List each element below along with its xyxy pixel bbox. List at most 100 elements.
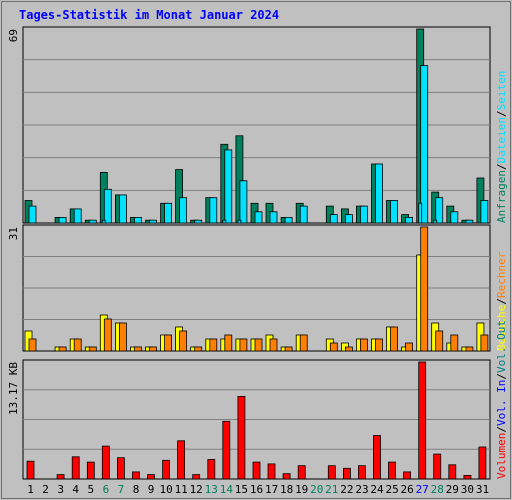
x-tick-label: 4 [72, 483, 79, 496]
legend-separator: / [495, 110, 508, 117]
bar-dateien-day-31 [480, 200, 489, 224]
bar-dateien-day-14 [224, 149, 233, 224]
bar-dateien-day-9 [149, 219, 157, 224]
bar-dateien-day-30 [465, 219, 474, 224]
bar-rechner-day-13 [209, 338, 218, 352]
x-tick-label: 18 [280, 483, 293, 496]
bar-volumen-day-16 [252, 461, 261, 480]
bar-volumen-day-12 [192, 474, 201, 480]
bar-seiten-day-15 [237, 219, 242, 224]
bar-rechner-day-8 [134, 346, 142, 352]
bar-dateien-day-10 [164, 202, 173, 224]
bar-rechner-day-26 [405, 342, 414, 352]
legend-item: Vol. In [495, 380, 508, 426]
x-tick-label: 22 [340, 483, 353, 496]
bar-seiten-day-14 [222, 219, 227, 224]
bar-seiten-day-28 [433, 219, 438, 224]
bar-dateien-day-3 [58, 216, 67, 224]
x-tick-label: 21 [325, 483, 338, 496]
x-tick-label: 15 [235, 483, 248, 496]
bar-dateien-day-25 [390, 200, 398, 224]
bar-volumen-day-13 [207, 459, 216, 480]
bar-dateien-day-27 [420, 65, 429, 224]
chart-panels: 69Anfragen/Dateien/Seiten31Besuche/Rechn… [7, 26, 508, 480]
y-max-label: 13.17 KB [7, 362, 20, 415]
bar-rechner-day-27 [420, 226, 429, 352]
bar-volumen-day-29 [448, 464, 457, 480]
bar-rechner-day-30 [465, 346, 474, 352]
bar-dateien-day-21 [329, 214, 338, 224]
bar-rechner-day-15 [239, 338, 248, 352]
bar-volumen-day-3 [56, 474, 65, 480]
bar-volumen-day-1 [26, 460, 35, 480]
x-axis-day-labels: 1 2 3 4 5 6 7 8 9 10 11 12 13 14 15 16 17 18 19 20 21 22 23 24 2… [27, 483, 489, 496]
bar-volumen-day-14 [222, 420, 231, 480]
bar-dateien-day-26 [405, 216, 414, 224]
x-tick-label: 27 [416, 483, 429, 496]
x-tick-label: 30 [461, 483, 474, 496]
bar-dateien-day-6 [103, 188, 112, 224]
x-tick-label: 7 [118, 483, 125, 496]
bar-dateien-day-19 [299, 205, 308, 224]
bar-dateien-day-23 [359, 205, 368, 224]
x-tick-label: 12 [190, 483, 203, 496]
legend-separator: / [495, 298, 508, 305]
x-tick-label: 3 [57, 483, 64, 496]
bar-dateien-day-11 [179, 197, 188, 224]
bar-volumen-day-31 [478, 446, 487, 480]
bar-volumen-day-10 [162, 459, 171, 480]
panel-visits: 31 Besuche/Rechner [7, 224, 508, 352]
x-tick-label: 13 [205, 483, 218, 496]
legend-separator: / [495, 373, 508, 380]
x-tick-label: 20 [310, 483, 323, 496]
bar-volumen-day-11 [177, 440, 186, 480]
bar-rechner-day-7 [119, 322, 127, 352]
bar-dateien-day-18 [284, 216, 293, 224]
x-tick-label: 29 [446, 483, 459, 496]
bar-rechner-day-1 [28, 338, 37, 352]
x-tick-label: 11 [175, 483, 188, 496]
legend-item: Besuche [495, 305, 508, 351]
bar-dateien-day-1 [28, 205, 37, 224]
x-tick-label: 8 [133, 483, 140, 496]
bar-dateien-day-16 [254, 211, 263, 224]
x-tick-label: 14 [220, 483, 234, 496]
bar-rechner-day-3 [58, 346, 67, 352]
bar-rechner-day-9 [149, 346, 157, 352]
legend-visits: Besuche/Rechner [495, 251, 508, 351]
bar-volumen-day-8 [132, 471, 140, 480]
bar-volumen-day-5 [86, 461, 95, 480]
bar-volumen-day-21 [327, 465, 336, 480]
bar-rechner-day-23 [359, 338, 368, 352]
bar-volumen-day-26 [403, 471, 412, 480]
bar-volumen-day-24 [373, 435, 381, 480]
bar-rechner-day-24 [375, 338, 383, 352]
bar-dateien-day-22 [344, 214, 353, 224]
bar-rechner-day-14 [224, 334, 233, 352]
bar-rechner-day-12 [194, 346, 203, 352]
bar-dateien-day-12 [194, 219, 203, 224]
bar-rechner-day-22 [344, 346, 353, 352]
legend-separator: / [495, 163, 508, 170]
bar-volumen-day-15 [237, 395, 246, 480]
bar-dateien-day-13 [209, 197, 218, 224]
bar-volumen-day-28 [433, 453, 442, 480]
bar-volumen-day-27 [418, 361, 427, 480]
x-tick-label: 25 [385, 483, 398, 496]
bar-volumen-day-19 [297, 465, 306, 480]
bar-rechner-day-16 [254, 338, 263, 352]
bar-rechner-day-25 [390, 326, 398, 352]
bar-volumen-day-30 [463, 474, 472, 480]
bar-rechner-day-29 [450, 334, 459, 352]
bar-dateien-day-24 [375, 163, 383, 224]
bar-volumen-day-4 [71, 456, 80, 480]
bar-volumen-day-25 [388, 461, 396, 480]
x-tick-label: 28 [431, 483, 444, 496]
bar-seiten-day-27 [418, 202, 423, 224]
bar-rechner-day-10 [164, 334, 173, 352]
x-tick-label: 1 [27, 483, 34, 496]
x-tick-label: 19 [295, 483, 308, 496]
y-max-label: 69 [7, 29, 20, 42]
